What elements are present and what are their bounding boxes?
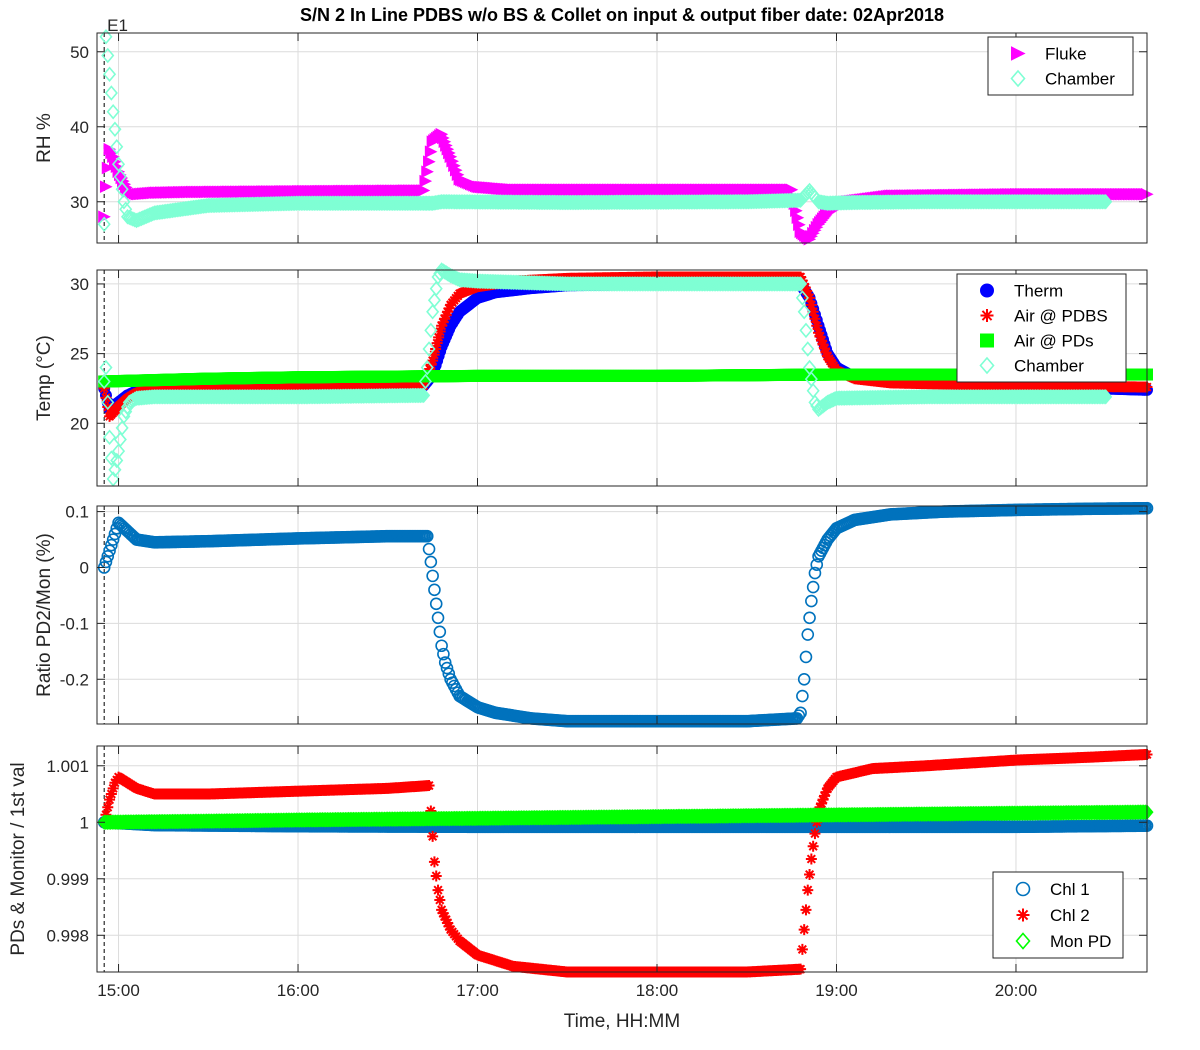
y-tick-label: 30 [70,275,89,294]
axes-frame [96,32,1148,244]
data-point [424,145,438,159]
data-point [106,104,120,120]
data-point [820,346,832,358]
data-point [802,288,814,300]
data-point [801,285,813,297]
data-point [111,156,126,172]
y-tick-label: 20 [70,414,89,433]
legend-marker [980,283,994,298]
y-tick-label: -0.1 [60,614,89,633]
legend-marker [1010,69,1026,88]
data-point [427,355,439,367]
data-point [814,331,826,343]
y-tick-label: 30 [70,193,89,212]
y-axis-label: Ratio PD2/Mon (%) [34,533,55,697]
data-point [819,343,831,355]
data-point [809,313,821,325]
data-point [103,66,117,82]
data-point [811,320,823,332]
legend-box [987,36,1134,96]
data-point [799,281,811,293]
legend: Therm Air @ PDBS Air @ PDs Chamber [956,273,1127,383]
data-point [102,401,114,413]
legend-label: Fluke [1045,45,1087,64]
data-point [101,47,115,64]
series-chamber [97,29,1113,232]
data-point [436,320,448,332]
data-point [805,299,817,311]
data-point [423,155,436,169]
legend-label: Air @ PDBS [1014,307,1108,326]
data-point [431,337,443,349]
data-point [817,339,829,351]
data-point [437,316,449,328]
data-point [424,363,436,375]
data-point [1097,194,1111,210]
data-point [443,302,455,314]
data-point [101,161,115,175]
figure-title: S/N 2 In Line PDBS w/o BS & Collet on in… [300,5,944,25]
legend-label: Chamber [1045,70,1115,89]
data-series [97,29,1154,246]
data-series [97,262,1153,487]
y-axis-label: Temp (°C) [34,335,55,421]
legend-marker [980,333,994,348]
data-point [99,180,113,194]
data-point [104,85,118,101]
data-point [804,292,816,304]
plot-area [96,745,1148,973]
data-point [99,29,113,45]
subplot-2: 20 25 30 Temp (°C) Therm Air @ PDBS Air @ PDs C… [34,262,1153,487]
data-point [113,169,127,185]
y-tick-label: 25 [70,345,89,364]
data-point [430,343,442,355]
data-point [433,331,445,343]
legend-marker [980,309,994,322]
legend-label: Chamber [1014,357,1084,376]
data-point [434,326,446,338]
data-point [807,306,819,318]
y-tick-label: 0.1 [65,503,89,522]
event-marker-label: E1 [107,16,128,35]
legend: Fluke Chamber [987,36,1134,96]
y-tick-label: -0.2 [60,670,89,689]
data-point [110,139,124,155]
data-point [1099,194,1113,210]
data-point [1094,194,1108,210]
data-point [439,313,451,325]
data-point [108,121,122,137]
data-point [115,181,129,197]
data-point [421,165,434,179]
subplot-3: -0.2 -0.1 0 0.1 Ratio PD2/Mon (%) [34,501,1154,728]
data-point [117,194,131,210]
data-point [440,309,452,321]
y-tick-label: 50 [70,43,89,62]
data-point [419,174,433,188]
data-point [1095,194,1110,210]
data-point [813,327,825,339]
y-axis-label: RH % [34,113,55,163]
data-point [816,335,828,347]
y-tick-label: 40 [70,118,89,137]
subplot-1: 30 40 50 RH % Fluke Chamber E1 [34,16,1154,246]
legend-label: Air @ PDs [1014,332,1094,351]
data-point [428,349,440,361]
y-tick-label: 0 [80,558,89,577]
subplot-panels: 30 40 50 RH % Fluke Chamber E1 20 25 30 Temp (°C) T… [8,16,1154,1000]
legend-marker [1011,46,1026,61]
data-point [97,216,111,232]
data-point [417,184,431,197]
legend-label: Therm [1014,282,1063,301]
data-point [442,306,454,318]
